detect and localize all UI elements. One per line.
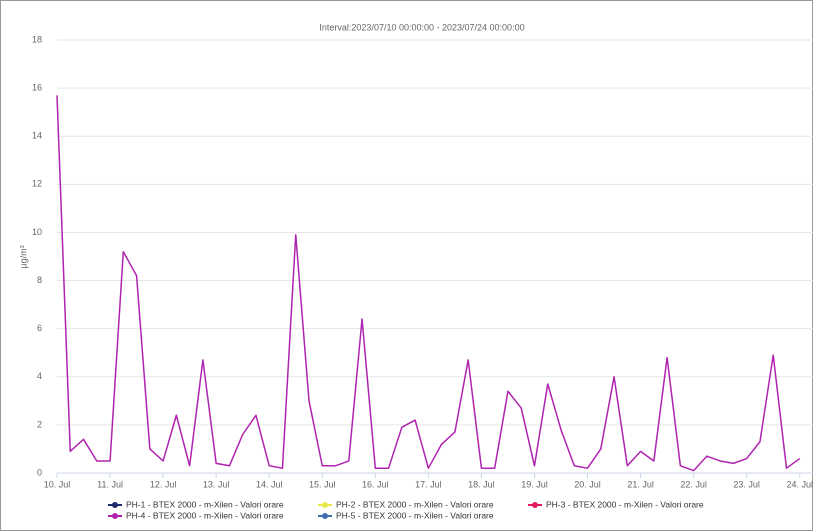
x-tick-label: 17. Jul xyxy=(415,479,442,489)
x-tick-label: 23. Jul xyxy=(733,479,760,489)
x-tick-label: 22. Jul xyxy=(680,479,707,489)
y-tick-label: 6 xyxy=(37,323,42,333)
x-tick-label: 18. Jul xyxy=(468,479,495,489)
x-tick-label: 16. Jul xyxy=(362,479,389,489)
x-tick-label: 15. Jul xyxy=(309,479,336,489)
legend-marker xyxy=(532,502,538,508)
x-tick-label: 12. Jul xyxy=(150,479,177,489)
legend-label: PH-3 - BTEX 2000 - m-Xilen - Valori orar… xyxy=(546,499,704,509)
legend-marker xyxy=(322,502,328,508)
x-tick-label: 11. Jul xyxy=(97,479,123,489)
legend-label: PH-4 - BTEX 2000 - m-Xilen - Valori orar… xyxy=(126,510,284,520)
x-tick-label: 14. Jul xyxy=(256,479,283,489)
y-tick-label: 18 xyxy=(32,34,42,44)
line-series xyxy=(56,95,801,472)
x-tick-label: 21. Jul xyxy=(627,479,654,489)
y-tick-label: 10 xyxy=(32,227,42,237)
legend-label: PH-1 - BTEX 2000 - m-Xilen - Valori orar… xyxy=(126,499,284,509)
x-tick-label: 13. Jul xyxy=(203,479,230,489)
y-tick-label: 4 xyxy=(37,371,42,381)
chart-title: Interval:2023/07/10 00:00:00 - 2023/07/2… xyxy=(319,22,524,32)
y-tick-label: 14 xyxy=(32,131,42,141)
y-tick-label: 2 xyxy=(37,419,42,429)
x-tick-label: 10. Jul xyxy=(44,479,71,489)
y-tick-label: 16 xyxy=(32,82,42,92)
legend-marker xyxy=(112,513,118,519)
legend-marker xyxy=(322,513,328,519)
legend-label: PH-5 - BTEX 2000 - m-Xilen - Valori orar… xyxy=(336,510,494,520)
legend-marker xyxy=(112,502,118,508)
legend-label: PH-2 - BTEX 2000 - m-Xilen - Valori orar… xyxy=(336,499,494,509)
y-tick-label: 0 xyxy=(37,467,42,477)
x-tick-label: 24. Jul xyxy=(786,479,813,489)
y-axis-label: µg/m³ xyxy=(18,245,28,268)
x-tick-label: 20. Jul xyxy=(574,479,601,489)
y-tick-label: 12 xyxy=(32,179,42,189)
x-tick-label: 19. Jul xyxy=(521,479,548,489)
y-tick-label: 8 xyxy=(37,275,42,285)
